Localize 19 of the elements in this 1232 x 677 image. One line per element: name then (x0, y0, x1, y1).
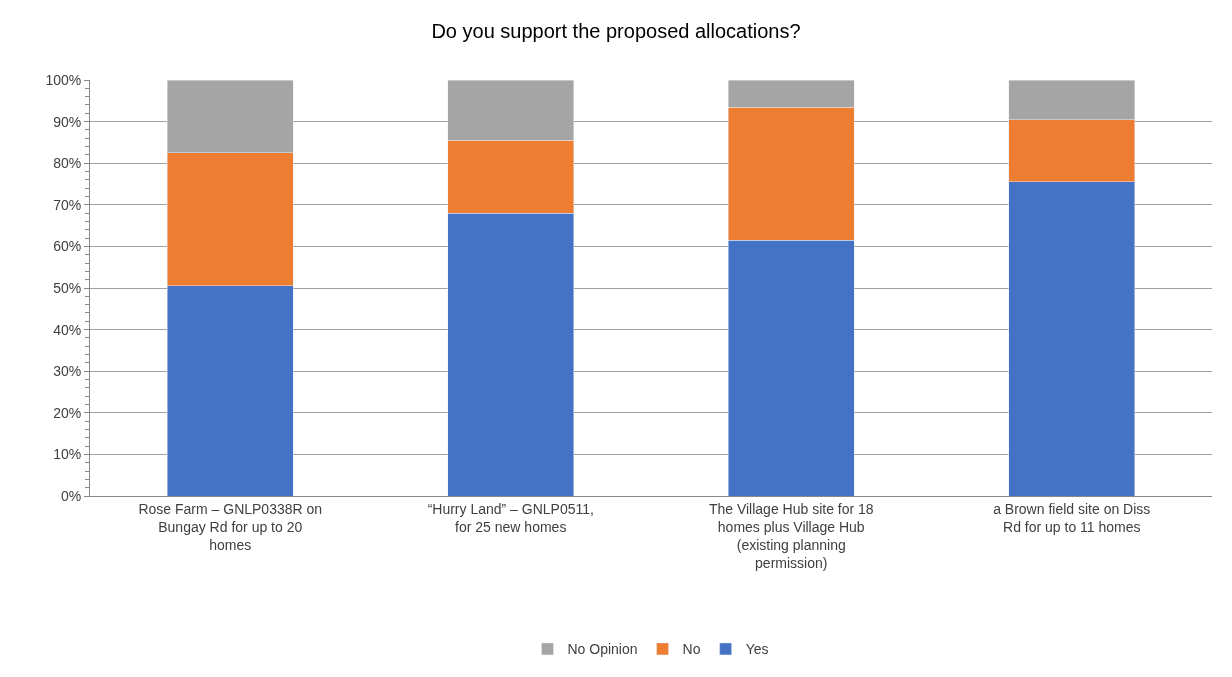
y-tick-label: 80% (53, 155, 82, 172)
chart-title: Do you support the proposed allocations? (431, 19, 801, 42)
y-tick-label: 20% (53, 404, 82, 421)
x-tick-label: a Brown field site on Diss Rd for up to 11 homes (993, 500, 1151, 535)
y-tick-label: 50% (53, 279, 82, 296)
x-tick-label: “Hurry Land” – GNLP0511, for 25 new homes (427, 500, 594, 535)
legend-label: No Opinion (567, 641, 638, 658)
y-tick-label: 30% (53, 363, 82, 380)
y-tick-label: 70% (53, 196, 82, 213)
legend-label: No (682, 641, 701, 658)
y-tick-label: 60% (53, 238, 82, 255)
legend-label: Yes (745, 641, 769, 658)
x-tick-label: The Village Hub site for 18 homes plus Village Hub (existing planning permission) (708, 500, 874, 572)
x-tick-label: Rose Farm – GNLP0338R on Bungay Rd for up to 20 homes (138, 500, 323, 554)
y-tick-label: 0% (60, 487, 82, 504)
y-tick-label: 10% (53, 446, 82, 463)
y-tick-label: 100% (45, 71, 82, 88)
y-tick-label: 40% (53, 321, 82, 338)
y-tick-label: 90% (53, 113, 82, 130)
